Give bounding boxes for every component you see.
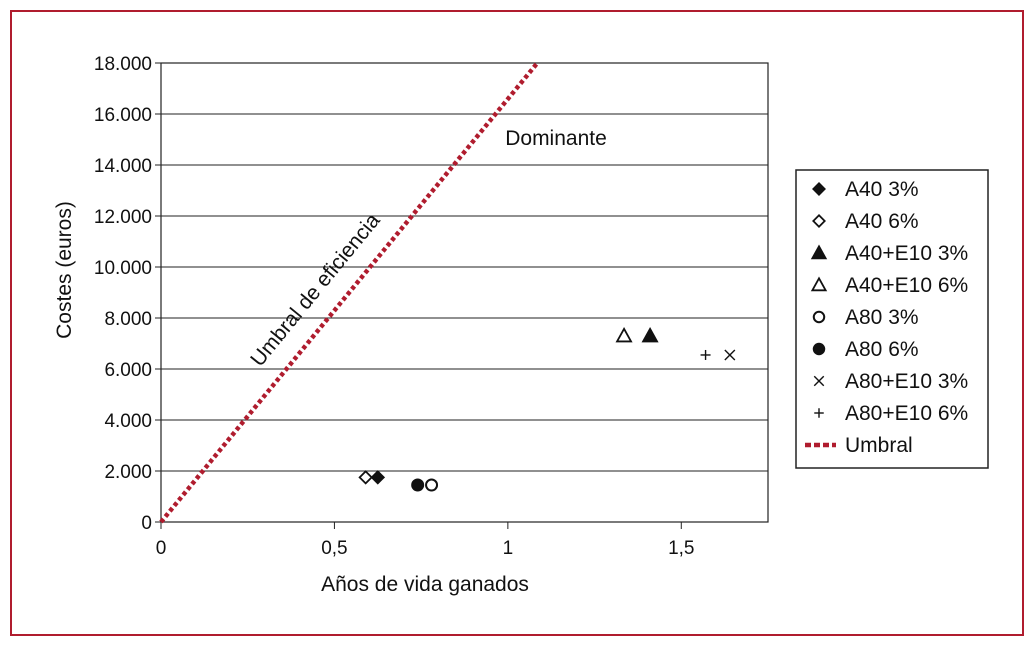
- y-tick-label: 2.000: [104, 462, 152, 483]
- legend-marker: [814, 408, 824, 418]
- y-tick-label: 4.000: [104, 411, 152, 432]
- x-tick-label: 0: [156, 538, 167, 559]
- y-axis-title: Costes (euros): [53, 201, 76, 339]
- y-tick-label: 14.000: [94, 156, 152, 177]
- legend-marker: [812, 214, 826, 228]
- y-tick-label: 8.000: [104, 309, 152, 330]
- data-point: [370, 470, 386, 485]
- y-tick-label: 18.000: [94, 54, 152, 75]
- y-tick-label: 12.000: [94, 207, 152, 228]
- legend-label: A80 6%: [845, 338, 919, 361]
- legend-label: Umbral: [845, 434, 913, 457]
- x-axis-title: Años de vida ganados: [321, 573, 529, 596]
- x-axis-ticks: 0 0,5 1 1,5: [156, 522, 694, 559]
- figure-frame: [10, 10, 1024, 636]
- legend-marker: [813, 375, 825, 387]
- data-point: [358, 470, 373, 485]
- legend-marker: [810, 276, 828, 292]
- legend-label: A40+E10 6%: [845, 274, 968, 297]
- data-point: [724, 349, 736, 361]
- legend-label: A40+E10 3%: [845, 242, 968, 265]
- y-tick-label: 6.000: [104, 360, 152, 381]
- axes: [160, 62, 769, 523]
- y-tick-label: 16.000: [94, 105, 152, 126]
- legend-box: [795, 169, 989, 469]
- legend-marker: [812, 182, 826, 196]
- x-tick-label: 1,5: [668, 538, 694, 559]
- legend-label: A40 3%: [845, 178, 919, 201]
- legend-marker: [812, 310, 826, 324]
- legend-marker: [810, 244, 828, 260]
- data-point: [700, 349, 711, 360]
- legend-marker: [812, 342, 826, 356]
- threshold-line-segment: [159, 61, 540, 524]
- y-tick-label: 0: [141, 513, 152, 534]
- data-point: [411, 478, 425, 492]
- x-tick-label: 1: [503, 538, 514, 559]
- plot-area: [161, 63, 768, 522]
- data-points: [358, 326, 736, 492]
- data-point: [641, 326, 659, 343]
- legend-label: A80 3%: [845, 306, 919, 329]
- threshold-line: [159, 61, 540, 524]
- y-axis-ticks: 0 2.000 4.000 6.000 8.000 10.000 12.000 14.000 1…: [94, 54, 161, 534]
- x-tick-label: 0,5: [321, 538, 347, 559]
- legend-label: A80+E10 3%: [845, 370, 968, 393]
- legend: A40 3% A40 6% A40+E10 3% A40+E10 6% A80 3% A8…: [795, 169, 989, 469]
- legend-label: A40 6%: [845, 210, 919, 233]
- data-point: [425, 478, 439, 492]
- annotation-dominante: Dominante: [505, 127, 607, 150]
- y-tick-label: 10.000: [94, 258, 152, 279]
- legend-label: A80+E10 6%: [845, 402, 968, 425]
- plot-border: [160, 62, 769, 523]
- data-point: [615, 326, 633, 343]
